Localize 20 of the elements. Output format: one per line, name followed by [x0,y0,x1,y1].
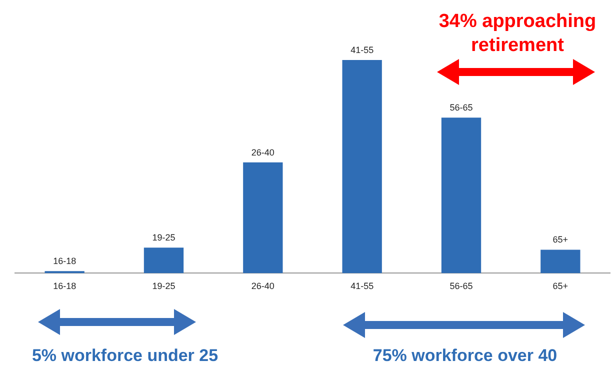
bar [540,250,580,274]
x-tick-label: 56-65 [450,281,473,292]
category-label: 56-65 [450,102,473,113]
bar [144,248,184,274]
x-tick-label: 19-25 [152,281,176,292]
category-label: 65+ [552,234,568,245]
bar [441,118,482,274]
bar [342,60,382,274]
bar [243,162,283,274]
x-tick-label: 26-40 [251,281,274,292]
x-tick-label: 65+ [552,281,568,292]
x-tick-label: 41-55 [350,281,374,292]
category-label: 19-25 [152,232,176,243]
text: 34% approaching retirement [438,10,598,58]
category-label: 41-55 [350,44,374,55]
text: 5% workforce under 25 [30,345,220,367]
category-label: 26-40 [251,147,274,158]
text: 75% workforce over 40 [372,345,558,367]
x-tick-label: 16-18 [53,281,76,292]
category-label: 16-18 [53,256,76,266]
